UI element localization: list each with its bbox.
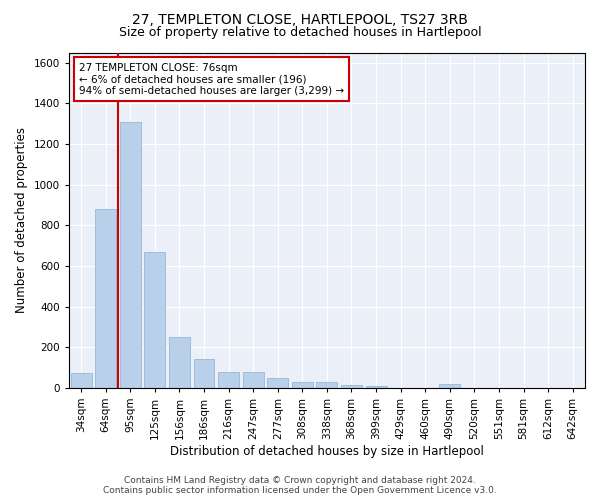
Bar bbox=[169, 337, 190, 388]
Bar bbox=[341, 384, 362, 388]
Text: 27 TEMPLETON CLOSE: 76sqm
← 6% of detached houses are smaller (196)
94% of semi-: 27 TEMPLETON CLOSE: 76sqm ← 6% of detach… bbox=[79, 62, 344, 96]
Text: Contains HM Land Registry data © Crown copyright and database right 2024.
Contai: Contains HM Land Registry data © Crown c… bbox=[103, 476, 497, 495]
Bar bbox=[365, 386, 386, 388]
Bar bbox=[268, 378, 288, 388]
Y-axis label: Number of detached properties: Number of detached properties bbox=[15, 127, 28, 313]
Bar bbox=[316, 382, 337, 388]
Bar bbox=[218, 372, 239, 388]
Bar bbox=[145, 252, 166, 388]
Bar bbox=[292, 382, 313, 388]
Bar bbox=[439, 384, 460, 388]
Bar bbox=[71, 372, 92, 388]
X-axis label: Distribution of detached houses by size in Hartlepool: Distribution of detached houses by size … bbox=[170, 444, 484, 458]
Bar bbox=[120, 122, 141, 388]
Bar bbox=[243, 372, 263, 388]
Bar bbox=[194, 360, 214, 388]
Text: Size of property relative to detached houses in Hartlepool: Size of property relative to detached ho… bbox=[119, 26, 481, 39]
Text: 27, TEMPLETON CLOSE, HARTLEPOOL, TS27 3RB: 27, TEMPLETON CLOSE, HARTLEPOOL, TS27 3R… bbox=[132, 12, 468, 26]
Bar bbox=[95, 209, 116, 388]
